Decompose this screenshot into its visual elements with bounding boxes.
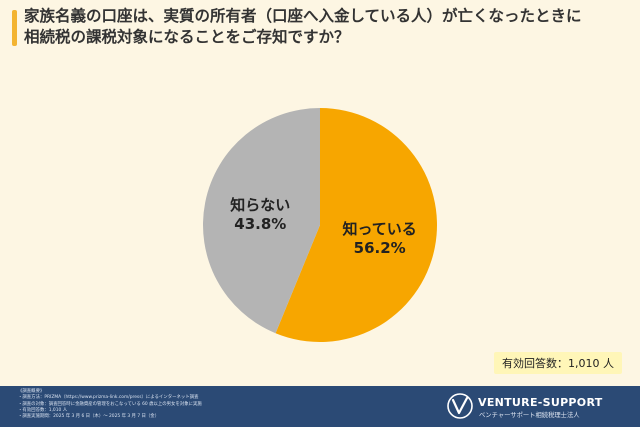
logo-name: VENTURE-SUPPORT	[478, 396, 603, 409]
title-line-1: 家族名義の口座は、実質の所有者（口座へ入金している人）が亡くなったときに	[24, 7, 582, 25]
logo-subtitle: ベンチャーサポート相続税理士法人	[479, 412, 580, 419]
company-logo: VENTURE-SUPPORT ベンチャーサポート相続税理士法人	[446, 392, 626, 422]
slice-value-label: 43.8%	[234, 215, 286, 233]
survey-note: ・調査の対象：調査回答時に金融資産の管理をおこなっている 60 歳以上の男女を対…	[18, 401, 202, 407]
slice-value-label: 56.2%	[354, 239, 406, 257]
survey-note: 《調査概要》	[18, 389, 45, 394]
survey-note: ・調査方法：PRIZMA（https://www.prizma-link.com…	[18, 395, 199, 401]
survey-note: ・有効回答数：1,010 人	[18, 407, 68, 413]
title-accent-bar	[12, 10, 17, 46]
logo-mark-icon	[447, 393, 473, 419]
slice-label: 知らない	[230, 196, 290, 214]
slice-label: 知っている	[343, 220, 417, 238]
chart-title: 家族名義の口座は、実質の所有者（口座へ入金している人）が亡くなったときに 相続税…	[24, 6, 632, 48]
footer: 《調査概要》 ・調査方法：PRIZMA（https://www.prizma-l…	[0, 386, 640, 427]
survey-notes: 《調査概要》 ・調査方法：PRIZMA（https://www.prizma-l…	[18, 389, 378, 420]
pie-slice	[275, 108, 437, 342]
survey-note: ・調査実施期間：2025 年 3 月 6 日（木）～ 2025 年 3 月 7 …	[18, 414, 160, 420]
title-line-2: 相続税の課税対象になることをご存知ですか？	[24, 28, 350, 46]
pie-slice	[202, 108, 320, 334]
respondent-count-badge: 有効回答数：1,010 人	[494, 352, 622, 374]
